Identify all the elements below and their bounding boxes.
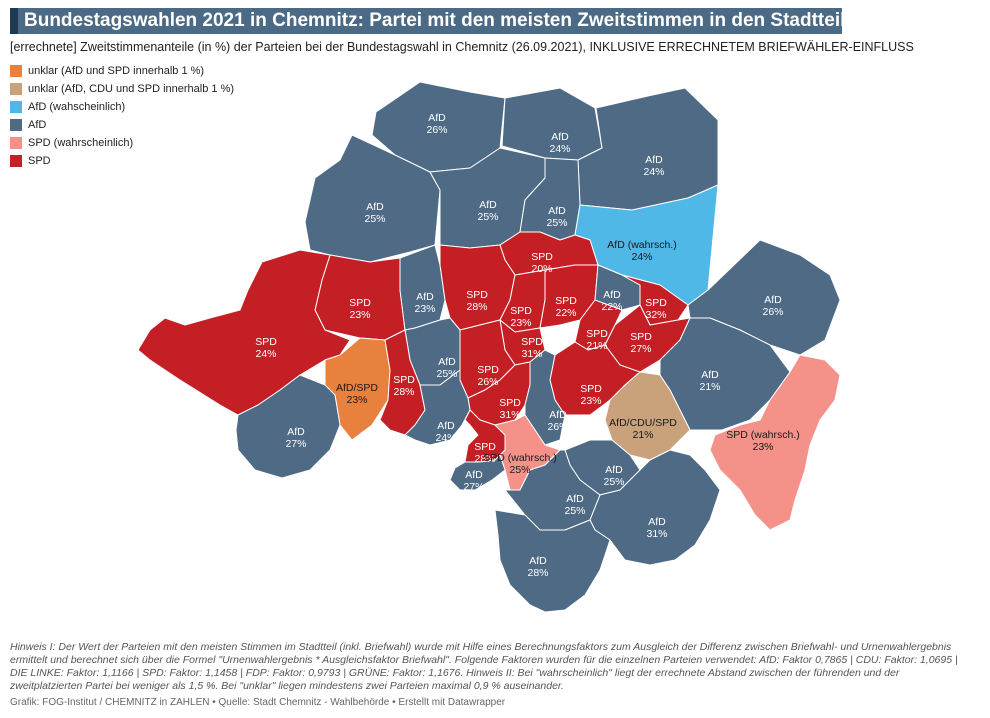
district-region	[577, 87, 719, 211]
legend-swatch	[10, 155, 22, 167]
legend-item: SPD (wahrscheinlich)	[10, 134, 234, 152]
legend-item: AfD	[10, 116, 234, 134]
district-label: AfD 25%	[603, 464, 624, 488]
district-region	[235, 374, 341, 479]
district-region	[399, 244, 446, 331]
district-label: AfD/CDU/SPD 21%	[609, 417, 677, 441]
district-label: AfD 24%	[435, 420, 456, 444]
district-region	[449, 454, 506, 491]
legend-label: unklar (AfD und SPD innerhalb 1 %)	[28, 65, 205, 77]
district-label: AfD 24%	[643, 154, 664, 178]
legend-swatch	[10, 101, 22, 113]
title-bar: Bundestagswahlen 2021 in Chemnitz: Parte…	[10, 8, 868, 34]
district-region	[404, 369, 471, 446]
district-region	[709, 354, 841, 531]
district-label: AfD 25%	[546, 205, 567, 229]
district-label: AfD 24%	[549, 131, 570, 155]
legend-item: AfD (wahscheinlich)	[10, 98, 234, 116]
map-subtitle: [errechnete] Zweitstimmenanteile (in %) …	[10, 40, 914, 54]
district-label: AfD 23%	[414, 291, 435, 315]
legend-label: AfD	[28, 119, 47, 131]
district-label: SPD 21%	[586, 328, 608, 352]
district-label: AfD 26%	[426, 112, 447, 136]
district-label: AfD 26%	[762, 294, 783, 318]
legend-label: unklar (AfD, CDU und SPD innerhalb 1 %)	[28, 83, 235, 95]
district-label: AfD 31%	[646, 516, 667, 540]
district-label: SPD 32%	[645, 297, 667, 321]
district-map: AfD 26% AfD 24% AfD 24% AfD 25% AfD 25% AfD 25% AfD …	[137, 81, 841, 613]
legend-item: unklar (AfD, CDU und SPD innerhalb 1 %)	[10, 80, 234, 98]
district-label: SPD 28%	[466, 289, 488, 313]
legend-swatch	[10, 83, 22, 95]
district-label: AfD 22%	[601, 289, 622, 313]
district-label: SPD 23%	[510, 305, 532, 329]
district-label: AfD/SPD 23%	[336, 382, 378, 406]
district-label: SPD 26%	[477, 364, 499, 388]
district-label: SPD 23%	[580, 383, 602, 407]
district-label: SPD (wahrsch.) 23%	[726, 429, 800, 453]
legend-label: SPD (wahrscheinlich)	[28, 137, 134, 149]
district-label: AfD 27%	[463, 469, 484, 493]
credit-line: Grafik: FOG-Institut / CHEMNITZ in ZAHLE…	[10, 697, 506, 708]
district-label: AfD 25%	[364, 201, 385, 225]
district-label: SPD 28%	[393, 374, 415, 398]
district-label: SPD 24%	[255, 336, 277, 360]
legend-item: SPD	[10, 152, 234, 170]
district-label: SPD 22%	[555, 295, 577, 319]
district-label: AfD 25%	[436, 356, 457, 380]
district-label: SPD 31%	[521, 336, 543, 360]
district-label: AfD 25%	[564, 493, 585, 517]
district-region	[524, 349, 566, 446]
district-label: AfD 21%	[699, 369, 720, 393]
legend-label: AfD (wahscheinlich)	[28, 101, 126, 113]
legend-label: SPD	[28, 155, 51, 167]
district-label: AfD 28%	[527, 555, 548, 579]
district-label: AfD (wahrsch.) 24%	[607, 239, 676, 263]
district-label: AfD 25%	[477, 199, 498, 223]
legend-swatch	[10, 65, 22, 77]
district-label: SPD 23%	[349, 297, 371, 321]
district-region	[494, 509, 611, 613]
footnote: Hinweis I: Der Wert der Parteien mit den…	[10, 641, 958, 692]
district-label: AfD 26%	[547, 409, 568, 433]
map-title: Bundestagswahlen 2021 in Chemnitz: Parte…	[24, 10, 868, 31]
district-label: SPD 20%	[531, 251, 553, 275]
district-label: SPD (wahrsch.) 25%	[483, 452, 557, 476]
legend-swatch	[10, 119, 22, 131]
district-label: SPD 27%	[630, 331, 652, 355]
legend-swatch	[10, 137, 22, 149]
legend-item: unklar (AfD und SPD innerhalb 1 %)	[10, 62, 234, 80]
district-label: AfD 27%	[285, 426, 306, 450]
district-label: SPD 28%	[474, 441, 496, 465]
district-label: SPD 31%	[499, 397, 521, 421]
legend: unklar (AfD und SPD innerhalb 1 %) unkla…	[10, 62, 234, 170]
